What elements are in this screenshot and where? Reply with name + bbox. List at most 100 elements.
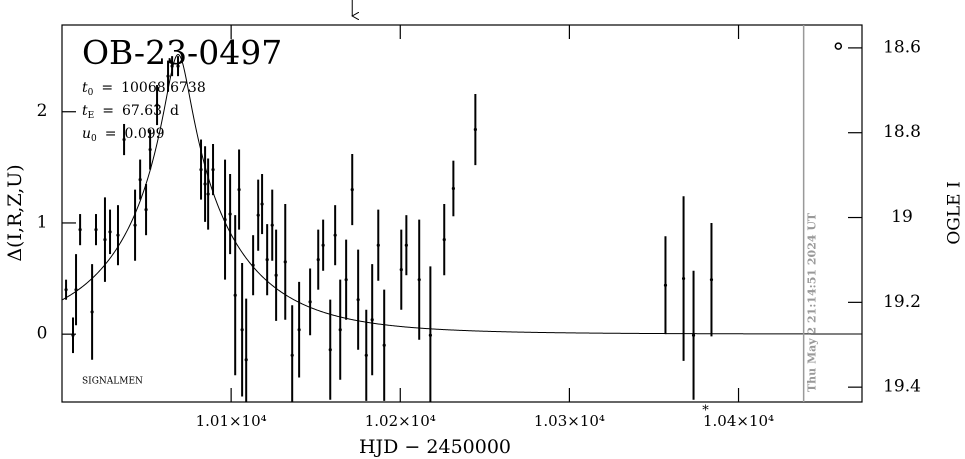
data-point	[328, 348, 332, 352]
param-value: 10068.6738	[121, 80, 206, 96]
param-symbol: t	[82, 80, 88, 96]
data-point	[103, 238, 107, 242]
data-point	[663, 283, 668, 287]
data-point	[251, 263, 255, 267]
data-point	[283, 260, 287, 264]
data-point	[308, 300, 312, 304]
data-point	[290, 353, 294, 357]
data-point	[203, 182, 207, 186]
y-axis-label: Δ(I,R,Z,U)	[4, 164, 26, 261]
circle-marker	[834, 42, 843, 50]
data-point	[260, 202, 264, 206]
data-point	[176, 64, 180, 68]
data-point	[223, 218, 227, 222]
param-unit: d	[170, 103, 179, 119]
param-sub: E	[88, 111, 95, 121]
param-symbol: u	[82, 126, 91, 142]
y-tick-label: 0	[37, 324, 48, 344]
data-point	[382, 343, 386, 347]
y2-axis-label: OGLE I	[945, 181, 965, 244]
data-point	[370, 318, 374, 322]
data-point	[211, 167, 215, 172]
note: SIGNALMEN	[82, 377, 143, 387]
param-label: t0 = 10068.6738	[82, 80, 206, 98]
data-point	[237, 187, 241, 192]
param-eq: =	[101, 80, 113, 96]
data-point	[78, 228, 82, 232]
param-eq: =	[102, 103, 114, 119]
data-point	[244, 358, 248, 362]
data-point	[428, 333, 432, 337]
star-marker: *	[702, 404, 709, 419]
param-label: u0 = 0.099	[82, 126, 165, 144]
y2-tick-label: 19	[891, 207, 913, 227]
data-point	[356, 298, 360, 302]
data-point	[399, 268, 403, 272]
data-point	[376, 243, 380, 247]
data-point	[333, 233, 337, 237]
data-point	[404, 243, 408, 247]
param-value: 0.099	[125, 126, 165, 142]
data-point	[442, 238, 446, 242]
data-point	[90, 310, 94, 314]
x-tick-label: 1.04×10⁴	[703, 412, 774, 430]
data-point	[451, 186, 455, 191]
param-label: tE = 67.63 d	[82, 103, 179, 121]
data-point	[274, 273, 278, 277]
data-point	[350, 187, 354, 192]
data-point	[64, 288, 68, 292]
y2-tick-label: 19.4	[883, 377, 921, 397]
y2-tick-label: 19.2	[883, 292, 921, 312]
data-point	[316, 258, 320, 262]
data-point	[233, 293, 237, 297]
data-point	[144, 208, 148, 212]
data-point	[199, 167, 203, 172]
x-axis-label: HJD − 2450000	[359, 436, 511, 458]
data-point	[338, 328, 342, 332]
data-point	[364, 353, 368, 357]
chart-title: OB-23-0497	[82, 33, 282, 72]
timestamp-label: Thu May 2 21:14:51 2024 UT	[806, 212, 819, 392]
data-point	[691, 333, 696, 337]
data-point	[108, 230, 112, 234]
data-point	[256, 213, 260, 217]
data-point	[170, 64, 174, 68]
data-point	[148, 147, 152, 152]
data-point	[270, 223, 274, 227]
data-point	[74, 288, 78, 292]
y2-tick-label: 18.6	[883, 37, 921, 57]
plot-area	[62, 54, 862, 402]
x-tick-label: 1.01×10⁴	[196, 412, 267, 430]
data-point	[138, 177, 142, 182]
data-point	[417, 278, 421, 282]
param-value: 67.63	[122, 103, 162, 119]
data-point	[116, 233, 120, 237]
data-point	[166, 74, 170, 78]
y-tick-label: 2	[37, 101, 48, 121]
data-point	[228, 212, 232, 216]
data-point	[344, 278, 348, 282]
y2-tick-label: 18.8	[883, 122, 921, 142]
data-point	[133, 223, 137, 227]
data-point	[297, 328, 301, 332]
y-tick-label: 1	[37, 212, 48, 232]
data-point	[473, 127, 477, 132]
model-curve	[62, 54, 862, 335]
plot-frame	[61, 24, 863, 403]
x-tick-label: 1.03×10⁴	[534, 412, 605, 430]
data-point	[265, 258, 269, 262]
param-sub: 0	[88, 88, 94, 98]
data-point	[240, 328, 244, 332]
data-point	[155, 103, 159, 107]
param-sub: 0	[91, 134, 97, 144]
param-symbol: t	[82, 103, 88, 119]
data-point	[122, 137, 126, 142]
data-point	[321, 243, 325, 247]
data-point	[206, 192, 210, 196]
x-tick-label: 1.02×10⁴	[365, 412, 436, 430]
data-point	[709, 278, 714, 282]
data-point	[94, 228, 98, 232]
data-point	[681, 276, 686, 281]
